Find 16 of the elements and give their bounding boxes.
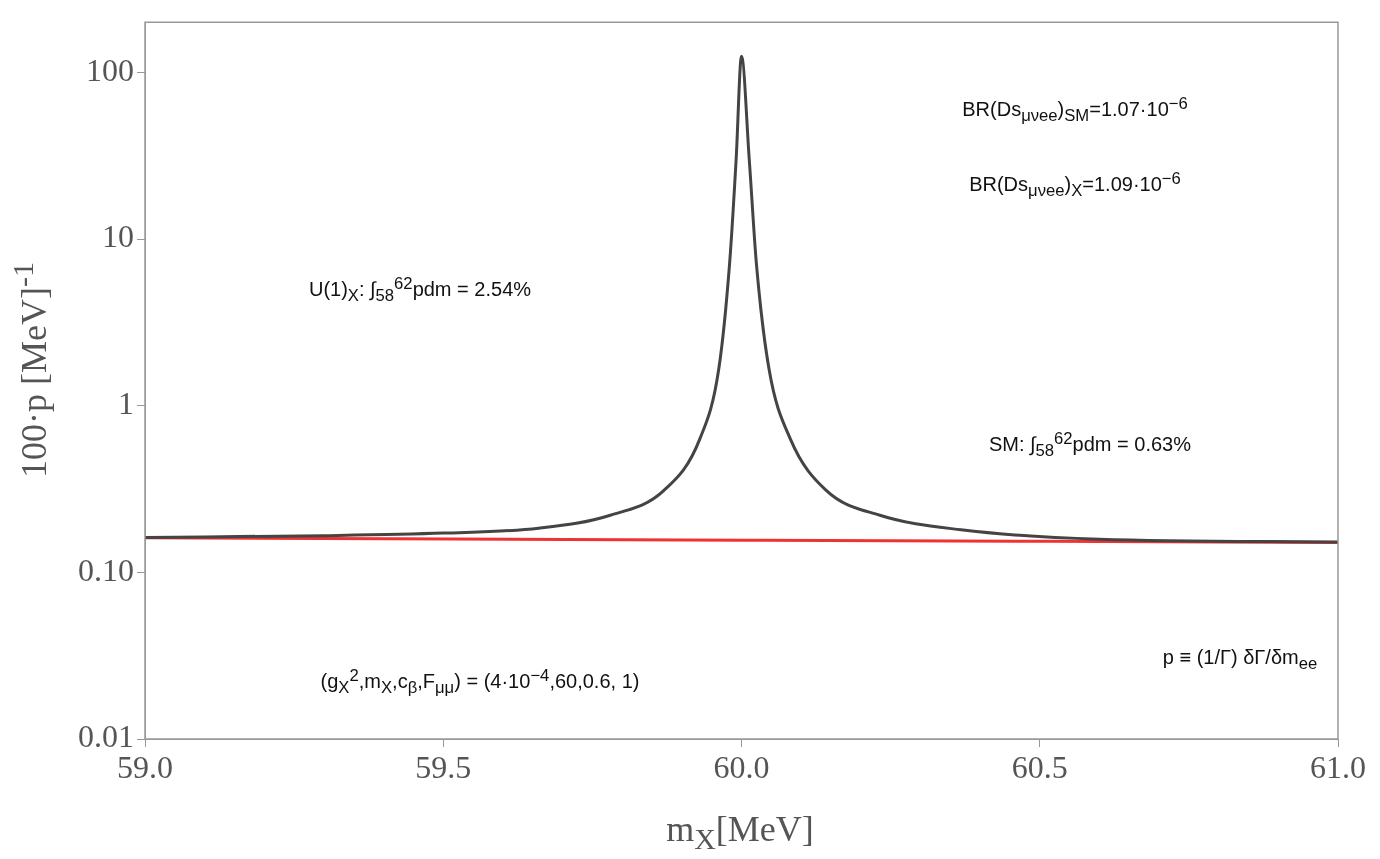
annotation: U(1)$_{X}$: ∫$_{58}$$^{62}$pdm = 2.54% <box>308 273 532 307</box>
annotation: p ≡ (1/Γ) δΓ/δm$_{ee}$ <box>1162 646 1318 674</box>
y-tick-label: 1 <box>118 385 134 422</box>
y-tick-label: 100 <box>86 51 134 88</box>
x-tick-label: 59.5 <box>415 748 472 785</box>
y-tick-label: 0.10 <box>78 551 134 588</box>
annotation: SM: ∫$_{58}$$^{62}$pdm = 0.63% <box>988 428 1192 462</box>
x-tick-label: 61.0 <box>1310 748 1366 785</box>
annotation: BR(Ds$_{μνee}$)$_{X}$=1.09·10$^{−6}$ <box>969 168 1181 202</box>
x-tick-label: 60.0 <box>713 748 770 785</box>
x-tick-label: 60.5 <box>1011 748 1068 785</box>
x-axis-title: m$_{X}$[MeV] <box>666 808 814 857</box>
line-series <box>145 54 1338 544</box>
text: (g$_{X}$$^{2}$,m$_{X}$,c$_{β}$,F$_{μμ}$) = (4·10$^{−4}$,60,0.6, 1) <box>320 665 640 698</box>
annotation: BR(Ds$_{μνee}$)$_{SM}$=1.07·10$^{−6}$ <box>962 93 1188 127</box>
y-tick-label: 10 <box>102 218 134 255</box>
